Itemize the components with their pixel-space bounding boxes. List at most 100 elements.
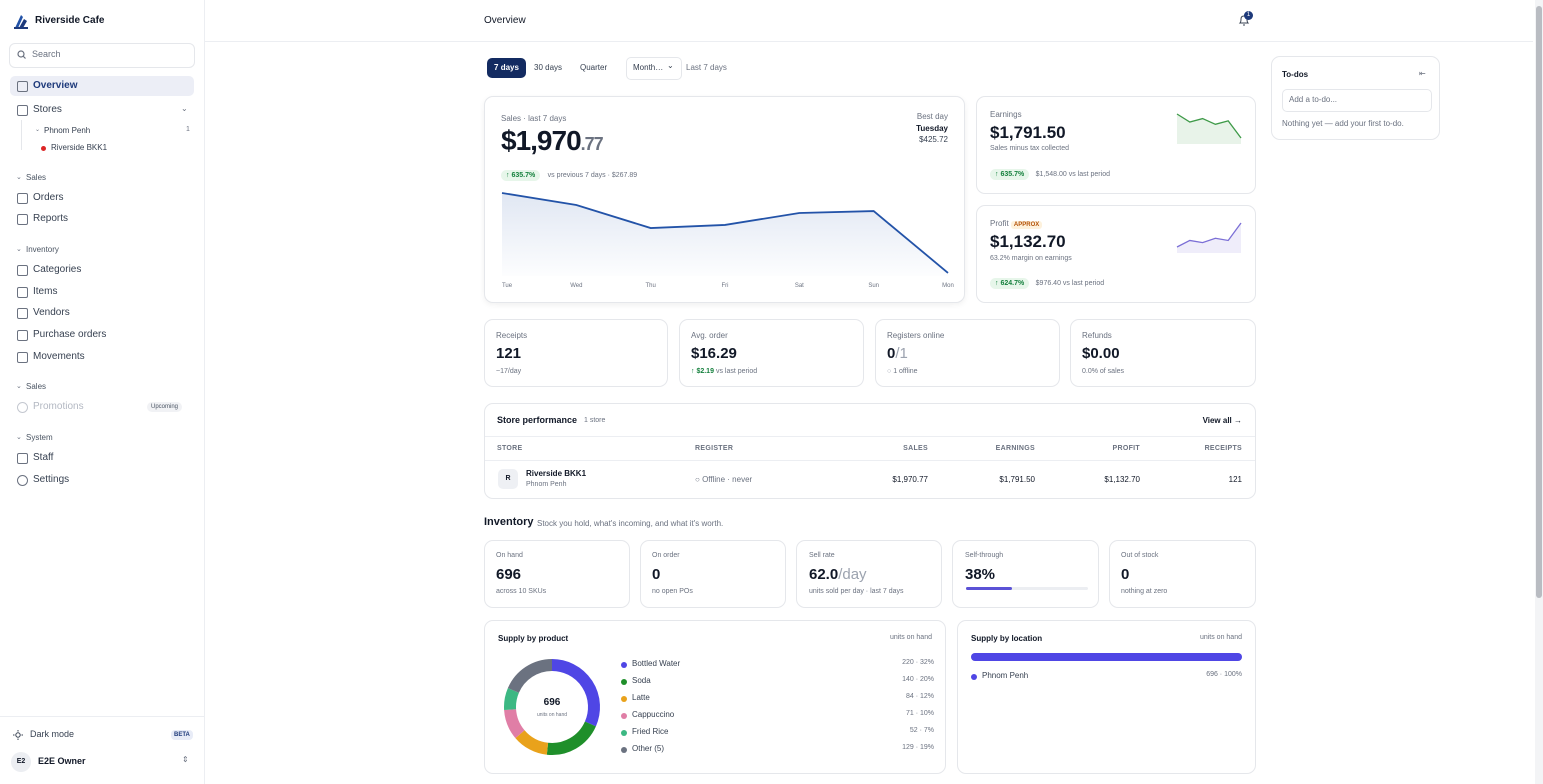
legend-value: 220 · 32% <box>902 659 934 666</box>
chevron: ⌄ <box>16 174 22 181</box>
nav-item[interactable]: Overview <box>33 80 78 91</box>
legend-value: 71 · 10% <box>905 710 934 717</box>
nav-item[interactable]: Categories <box>33 264 82 275</box>
nav-item[interactable]: Reports <box>33 213 69 224</box>
chevron: ⌄ <box>35 127 41 133</box>
todo-input[interactable] <box>1282 89 1432 112</box>
legend-swatch <box>621 747 627 753</box>
card-label: Out of stock <box>1121 552 1159 559</box>
avatar: E2 <box>11 752 31 772</box>
donut-center-label: units on hand <box>536 712 568 718</box>
dark-mode-toggle[interactable]: Dark mode <box>30 729 75 739</box>
donut-segment <box>551 659 600 727</box>
kpi-card: Receipts 121 ~17/day <box>484 319 668 387</box>
card-title: Store performance <box>497 415 578 425</box>
kpi-label: Avg. order <box>691 331 728 340</box>
chevron: ⌄ <box>16 434 22 441</box>
card-label: Sell rate <box>809 552 835 559</box>
donut-center-value: 696 <box>543 697 561 708</box>
store-name[interactable]: Riverside BKK1 <box>526 469 587 478</box>
legend-swatch <box>621 713 627 719</box>
nav-item[interactable]: Staff <box>33 452 54 463</box>
best-day-label: Best day <box>916 112 948 121</box>
range-button[interactable]: 30 days <box>534 63 563 72</box>
card-value-suffix: /day <box>838 566 867 583</box>
range-button[interactable]: Quarter <box>580 63 608 72</box>
scrollbar-thumb[interactable] <box>1536 6 1542 598</box>
section-title: System <box>26 433 53 442</box>
sales-line <box>501 192 949 274</box>
kpi-change-note: vs last period <box>715 368 758 375</box>
page-title: Overview <box>484 15 526 26</box>
nav-item[interactable]: Movements <box>33 351 85 362</box>
nav-icon <box>17 193 28 204</box>
kpi-card: Refunds $0.00 0.0% of sales <box>1070 319 1256 387</box>
donut-segment <box>515 730 549 755</box>
donut-segment <box>507 659 553 694</box>
nav-item[interactable]: Settings <box>33 474 70 485</box>
sparkline-line <box>1176 222 1242 248</box>
collapse-button[interactable]: ⇤ <box>1419 69 1426 78</box>
month-select[interactable] <box>626 57 682 80</box>
nav-item[interactable]: Items <box>33 286 58 297</box>
legend-value: 696 · 100% <box>1206 671 1242 678</box>
legend-row: Soda 140 · 20% <box>621 676 934 690</box>
x-tick-label: Thu <box>645 283 655 289</box>
status-dot: ○ <box>887 368 892 375</box>
column-header: EARNINGS <box>995 445 1035 452</box>
divider <box>485 460 1255 461</box>
nav-icon <box>17 308 28 319</box>
cell: 121 <box>1228 475 1242 484</box>
donut-segment <box>504 688 520 711</box>
nav-item[interactable]: Purchase orders <box>33 329 107 340</box>
user-name[interactable]: E2E Owner <box>38 756 86 766</box>
register-text: Offline · never <box>702 475 753 484</box>
supply-location-card: Supply by location units on hand Phnom P… <box>957 620 1256 774</box>
cell: $1,791.50 <box>999 475 1035 484</box>
search-placeholder: Search <box>32 49 61 59</box>
tree-group[interactable]: Phnom Penh <box>44 126 91 135</box>
brand-logo <box>14 15 28 29</box>
nav-item[interactable]: Orders <box>33 192 64 203</box>
inventory-card: On order 0 no open POs <box>640 540 786 608</box>
search-box[interactable] <box>9 43 195 68</box>
kpi-card: Registers online 0/1 ○ 1 offline <box>875 319 1060 387</box>
legend-swatch <box>621 730 627 736</box>
nav-icon <box>17 287 28 298</box>
nav-icon <box>17 81 28 92</box>
divider <box>0 716 204 717</box>
kpi-change: ↑ $2.19 <box>691 368 714 375</box>
card-note: across 10 SKUs <box>496 588 547 595</box>
tree-store[interactable]: Riverside BKK1 <box>51 143 108 152</box>
nav-item[interactable]: Vendors <box>33 307 70 318</box>
view-all-link[interactable]: View all → <box>1202 416 1242 425</box>
sparkline-area <box>1177 223 1241 253</box>
section-title: Sales <box>26 173 47 182</box>
range-button[interactable]: 7 days <box>487 58 526 78</box>
sales-area <box>502 193 948 276</box>
store-performance-card: Store performance 1 store View all → STO… <box>484 403 1256 499</box>
nav-icon <box>17 330 28 341</box>
legend-value: 129 · 19% <box>902 744 934 751</box>
todo-placeholder: Add a to-do... <box>1289 95 1338 104</box>
status-dot <box>41 146 46 151</box>
nav-icon <box>17 352 28 363</box>
nav-item[interactable]: Stores <box>33 104 62 115</box>
earnings-card: Earnings $1,791.50 Sales minus tax colle… <box>976 96 1256 194</box>
brand-name: Riverside Cafe <box>35 15 105 26</box>
supply-product-card: Supply by product units on hand 696 unit… <box>484 620 946 774</box>
legend-swatch <box>621 679 627 685</box>
badge: BETA <box>171 730 193 740</box>
nav-icon <box>17 214 28 225</box>
sparkline <box>1176 222 1242 253</box>
inventory-card: Sell rate 62.0/day units sold per day · … <box>796 540 942 608</box>
legend-label: Latte <box>632 693 650 702</box>
card-label-text: Profit <box>990 219 1009 228</box>
sidebar: Riverside Cafe Search Overview Stores ⌄ … <box>0 0 205 784</box>
nav-active[interactable] <box>10 76 194 96</box>
progress-fill <box>966 587 1013 590</box>
kpi-note: ~17/day <box>496 368 522 375</box>
register-status: ○ Offline · never <box>695 475 752 484</box>
column-header: RECEIPTS <box>1204 445 1242 452</box>
